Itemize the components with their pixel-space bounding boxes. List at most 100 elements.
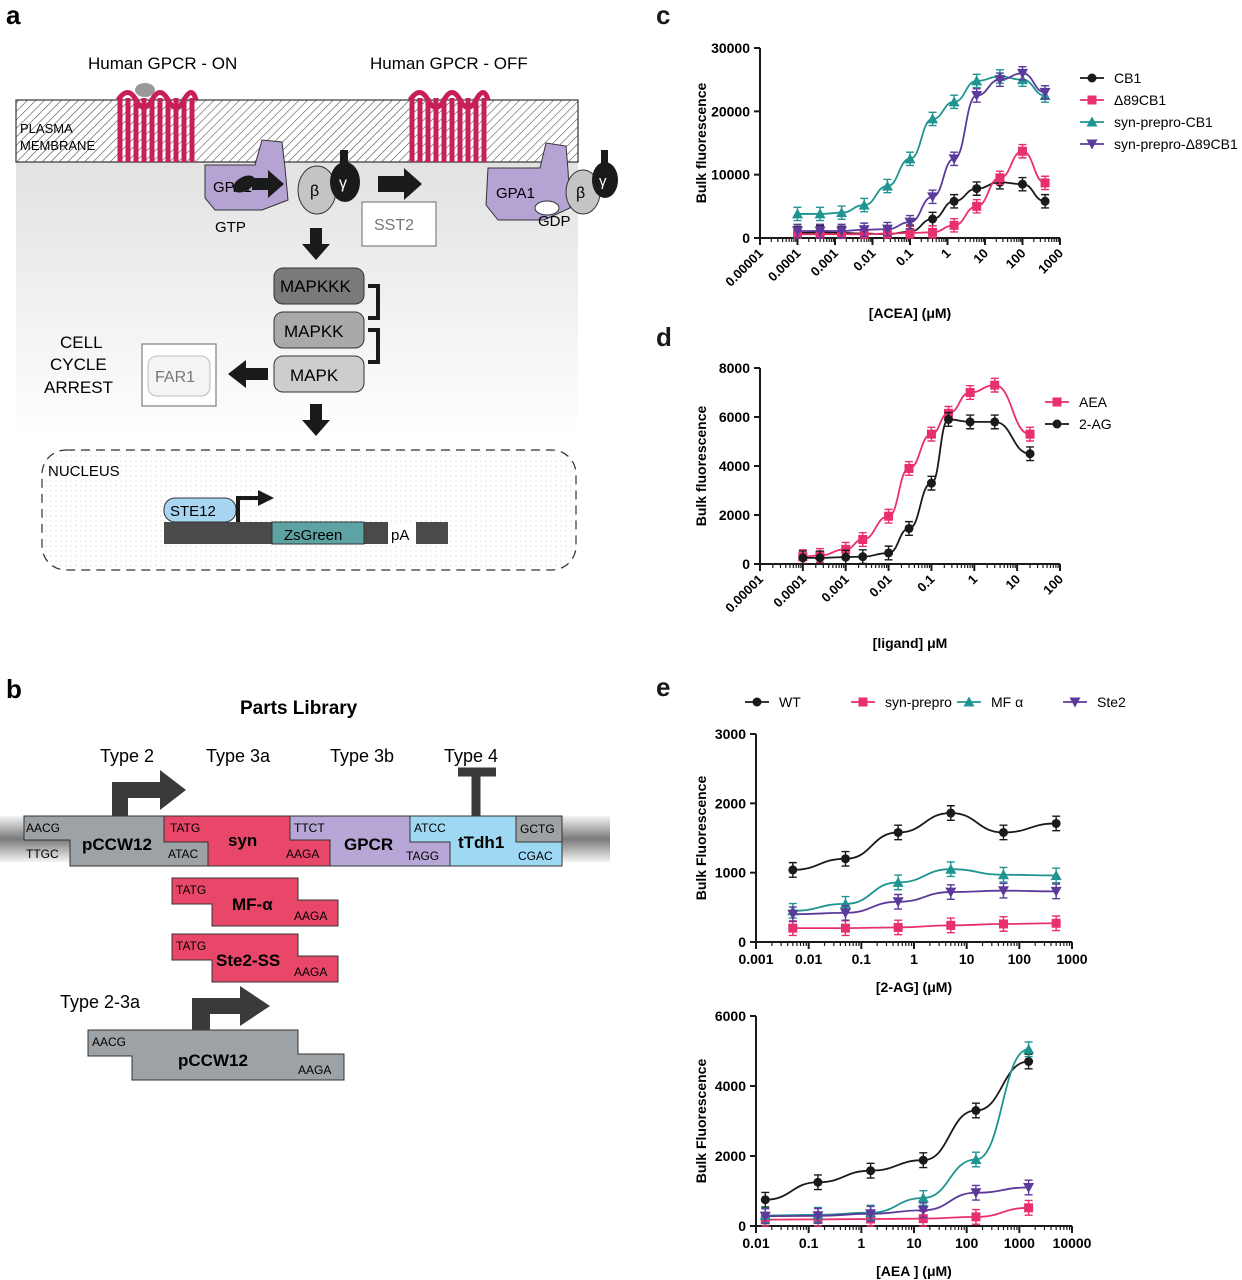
mapkkk-label: MAPKKK bbox=[280, 277, 352, 296]
legend-item-wt: WT bbox=[745, 694, 801, 710]
legend-label: 2-AG bbox=[1079, 416, 1112, 432]
part-label: GPCR bbox=[344, 835, 393, 854]
mapkkk-box bbox=[273, 267, 365, 305]
x-tick-label: 1 bbox=[965, 572, 981, 588]
arrow-icon bbox=[252, 170, 284, 198]
x-tick-label: 1 bbox=[910, 951, 918, 967]
zsgreen-label: ZsGreen bbox=[284, 527, 342, 544]
data-point bbox=[1018, 146, 1027, 156]
x-tick-label: 0.01 bbox=[850, 246, 879, 275]
terminator-icon bbox=[458, 767, 496, 816]
overhang: GCTG bbox=[520, 822, 555, 836]
data-point bbox=[970, 1188, 982, 1199]
nucleus-label: NUCLEUS bbox=[48, 463, 120, 480]
legend-label: Δ89CB1 bbox=[1114, 92, 1166, 108]
series-syn-prepro bbox=[788, 915, 1061, 937]
data-point bbox=[990, 417, 1000, 427]
data-point bbox=[760, 1195, 770, 1205]
fit-curve bbox=[797, 72, 1046, 232]
fit-curve bbox=[802, 418, 1031, 559]
part-label: MF-α bbox=[232, 895, 273, 914]
x-tick-label: 1 bbox=[857, 1235, 865, 1251]
data-point bbox=[798, 553, 808, 563]
pa-box bbox=[388, 522, 416, 544]
data-point bbox=[893, 827, 903, 837]
data-point bbox=[858, 535, 868, 544]
mapk-label: MAPK bbox=[290, 366, 339, 385]
part-label: tTdh1 bbox=[458, 833, 504, 852]
legend-item-aea: AEA bbox=[1045, 394, 1108, 410]
y-tick-label: 20000 bbox=[711, 103, 750, 119]
phospho-arrow-icon bbox=[368, 284, 380, 364]
data-point bbox=[971, 91, 983, 101]
data-point bbox=[998, 827, 1008, 837]
series-wt bbox=[788, 805, 1061, 878]
data-point bbox=[904, 217, 916, 228]
promoter-arrow-icon bbox=[192, 986, 270, 1030]
gpcr-on-title: Human GPCR - ON bbox=[88, 54, 237, 73]
fit-curve bbox=[792, 812, 1057, 871]
data-point bbox=[881, 180, 893, 191]
gamma-subunit-icon bbox=[592, 162, 618, 198]
x-axis-label: [AEA ] (μM) bbox=[876, 1263, 952, 1279]
legend-item-cb1: CB1 bbox=[1080, 70, 1141, 86]
overhang: TTCT bbox=[294, 821, 325, 835]
fit-curve bbox=[765, 1206, 1029, 1221]
y-tick-label: 0 bbox=[738, 934, 746, 950]
data-point bbox=[1050, 886, 1062, 897]
type-2-3a-label: Type 2-3a bbox=[60, 992, 141, 1012]
legend-item-syn-prepro-cb1: syn-prepro-CB1 bbox=[1080, 114, 1213, 130]
series-ste2 bbox=[787, 882, 1062, 923]
data-point bbox=[892, 876, 904, 887]
data-point bbox=[945, 863, 957, 874]
part-mf-alpha bbox=[171, 877, 339, 927]
data-point bbox=[997, 886, 1009, 897]
data-point bbox=[971, 75, 983, 86]
type-3a-label: Type 3a bbox=[206, 746, 271, 766]
data-point bbox=[836, 207, 848, 218]
x-tick-label: 0.001 bbox=[738, 951, 773, 967]
beta-label: β bbox=[576, 185, 585, 202]
arrow-left-icon bbox=[228, 360, 268, 388]
y-tick-label: 30000 bbox=[711, 40, 750, 56]
gamma-label: γ bbox=[599, 173, 607, 190]
x-tick-label: 100 bbox=[955, 1235, 979, 1251]
x-axis-label: [ACEA] (μM) bbox=[869, 305, 951, 321]
overhang: TAGG bbox=[406, 849, 439, 863]
y-axis-label: Bulk fluorescence bbox=[693, 405, 709, 526]
data-point bbox=[815, 553, 825, 563]
series-ste2 bbox=[759, 1179, 1035, 1225]
data-point bbox=[1051, 818, 1061, 828]
cell-cycle-arrest-label: CYCLE bbox=[50, 355, 107, 374]
y-tick-label: 8000 bbox=[719, 360, 750, 376]
data-point bbox=[918, 1155, 928, 1165]
legend-label: Ste2 bbox=[1097, 694, 1126, 710]
fit-curve bbox=[765, 1186, 1029, 1218]
legend-item-89cb1: Δ89CB1 bbox=[1080, 92, 1166, 108]
x-tick-label: 0.1 bbox=[852, 951, 872, 967]
fit-curve bbox=[802, 384, 1031, 558]
zsgreen-box bbox=[271, 521, 365, 545]
series-syn-prepro bbox=[760, 1199, 1034, 1227]
data-point bbox=[926, 429, 936, 439]
promoter-arrow-icon bbox=[236, 496, 260, 522]
legend-item-syn-prepro: syn-prepro bbox=[851, 694, 952, 710]
x-tick-label: 0.1 bbox=[799, 1235, 819, 1251]
part-label: syn bbox=[228, 831, 257, 850]
overhang: TATG bbox=[176, 883, 206, 897]
data-point bbox=[884, 548, 894, 558]
legend-label: MF α bbox=[991, 694, 1023, 710]
data-point bbox=[904, 463, 914, 473]
far1-label: FAR1 bbox=[155, 369, 195, 386]
y-tick-label: 1000 bbox=[715, 865, 746, 881]
legend-item-syn-prepro-89cb1: syn-prepro-Δ89CB1 bbox=[1080, 136, 1238, 152]
data-point bbox=[997, 869, 1009, 880]
data-point bbox=[866, 1166, 876, 1176]
x-tick-label: 0.0001 bbox=[765, 246, 804, 285]
data-point bbox=[1039, 87, 1051, 98]
overhang: ATAC bbox=[168, 847, 199, 861]
data-point bbox=[836, 226, 848, 237]
type-2-label: Type 2 bbox=[100, 746, 154, 766]
type-4-label: Type 4 bbox=[444, 746, 498, 766]
legend-item-2-ag: 2-AG bbox=[1045, 416, 1112, 432]
